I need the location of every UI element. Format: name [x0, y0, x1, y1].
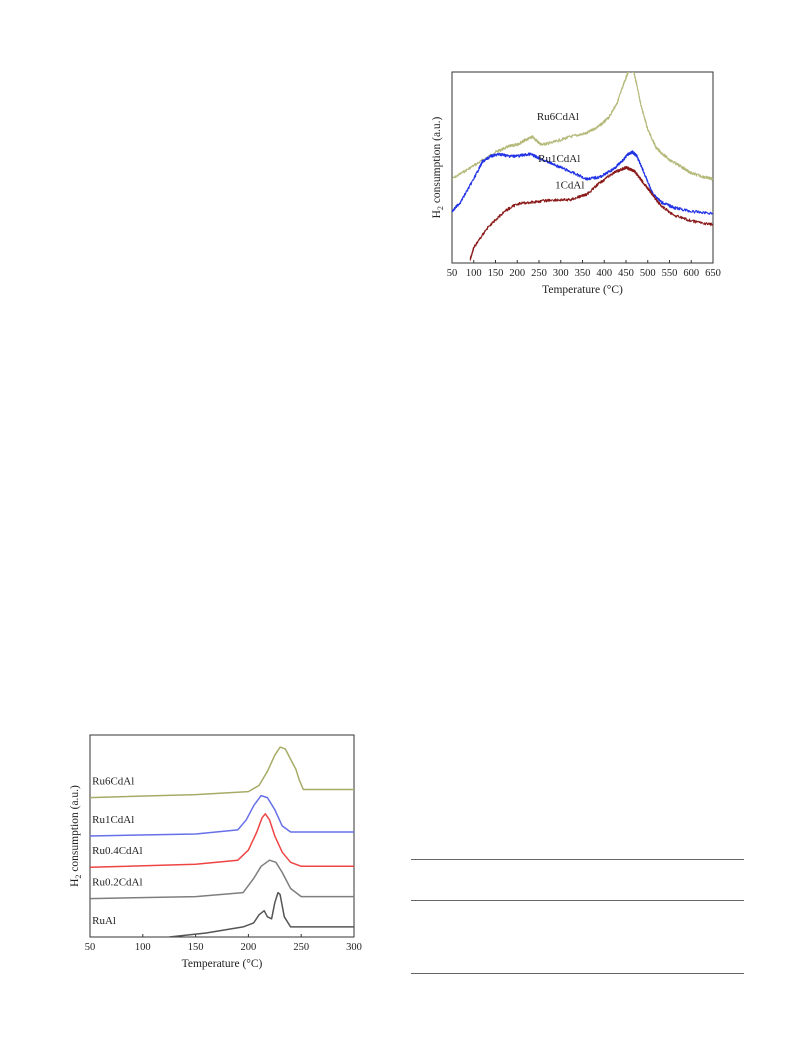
x-axis-label: Temperature (°C)	[542, 284, 623, 296]
x-tick-label: 550	[662, 268, 678, 279]
table-rule-middle	[411, 900, 744, 901]
curve-label: 1CdAl	[555, 180, 584, 192]
x-tick-label: 650	[705, 268, 721, 279]
x-tick-label: 250	[293, 942, 309, 953]
curve-label: Ru0.4CdAl	[92, 845, 142, 857]
x-tick-label: 50	[85, 942, 96, 953]
x-tick-label: 300	[346, 942, 362, 953]
series-line-ru0-2cdal	[90, 859, 354, 900]
series-line-ru0-4cdal	[90, 813, 354, 869]
curve-label: Ru6CdAl	[92, 775, 134, 787]
y-axis-label: H2 consumption (a.u.)	[431, 116, 445, 218]
x-tick-label: 150	[488, 268, 504, 279]
curve-label: Ru0.2CdAl	[92, 876, 142, 888]
x-tick-label: 400	[596, 268, 612, 279]
x-tick-label: 500	[640, 268, 656, 279]
x-tick-label: 300	[553, 268, 569, 279]
chart-1: 50 100 150 200 250 300 350 400 450 500 550 600 650 Te…	[431, 71, 721, 296]
series-line-1cdal	[469, 165, 713, 261]
x-axis-label: Temperature (°C)	[182, 958, 263, 970]
plot-frame	[451, 71, 714, 264]
curve-label: Ru1CdAl	[538, 153, 580, 165]
x-tick-label: 350	[575, 268, 591, 279]
x-tick-label: 100	[135, 942, 151, 953]
curve-label: RuAl	[92, 915, 116, 927]
series-line-rual	[169, 891, 354, 937]
curve-label: Ru1CdAl	[92, 814, 134, 826]
x-tick-label: 200	[241, 942, 257, 953]
x-tick-label: 250	[531, 268, 547, 279]
x-tick-label: 450	[618, 268, 634, 279]
series-line-ru1cdal	[90, 794, 354, 837]
x-tick-label: 200	[509, 268, 525, 279]
x-tick-label: 50	[447, 268, 458, 279]
y-axis-label: H2 consumption (a.u.)	[69, 785, 83, 887]
series-line-ru6cdal	[452, 72, 713, 181]
x-tick-label: 150	[188, 942, 204, 953]
table-rule-top	[411, 859, 744, 860]
chart-2: 50 100 150 200 250 300 Temperature (°C) H2 cons…	[69, 734, 362, 970]
series-line-ru1cdal	[452, 150, 713, 215]
series-line-ru6cdal	[90, 746, 354, 799]
curve-label: Ru6CdAl	[537, 111, 579, 123]
x-tick-label: 600	[683, 268, 699, 279]
table-rule-bottom	[411, 973, 744, 974]
x-tick-label: 100	[466, 268, 482, 279]
